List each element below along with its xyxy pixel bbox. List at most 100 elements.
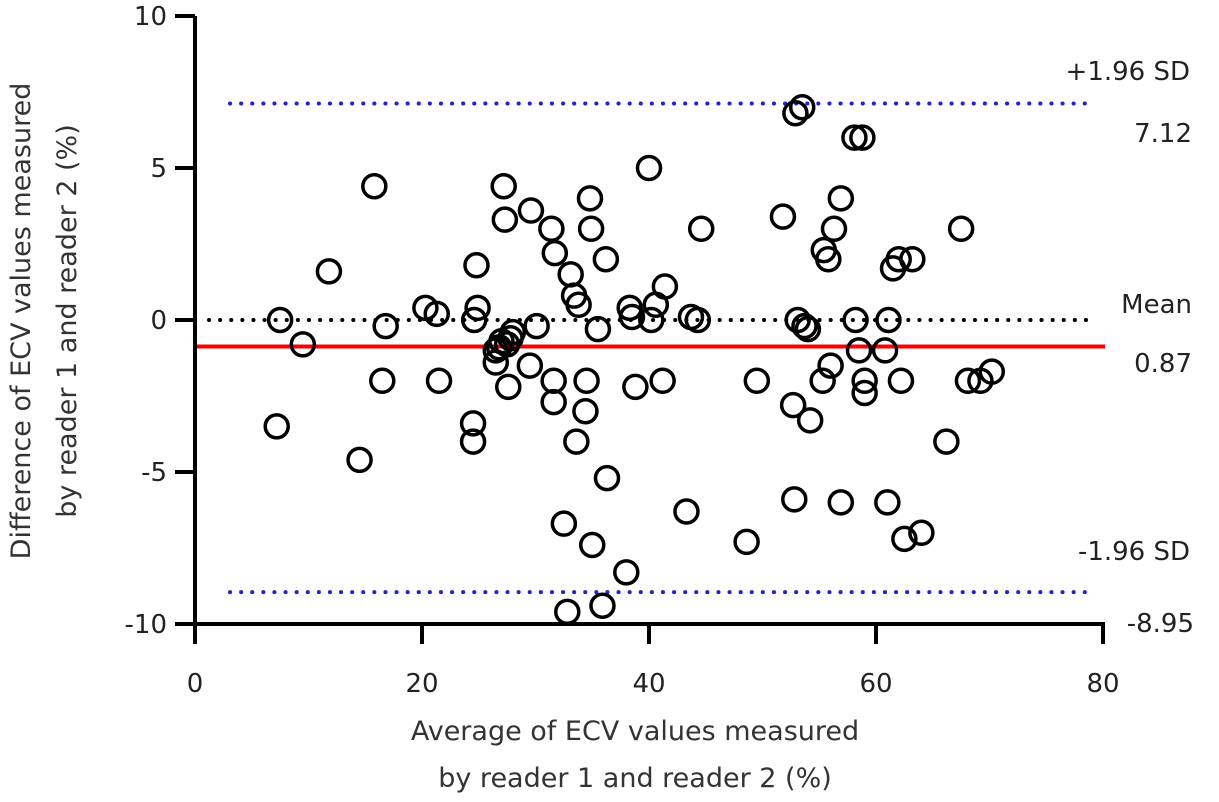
data-point (572, 397, 599, 425)
data-point (425, 367, 453, 395)
data-point (788, 93, 816, 121)
data-point (459, 410, 487, 437)
data-point (577, 215, 605, 243)
data-point (815, 245, 842, 273)
data-point (459, 428, 487, 455)
y-axis-title-line-1: Difference of ECV values measured (6, 83, 37, 560)
data-point (978, 358, 1006, 385)
data-point (794, 315, 822, 343)
data-point (845, 337, 873, 364)
data-point (820, 215, 848, 243)
data-point (796, 407, 824, 434)
data-point (369, 367, 396, 395)
data-point (554, 598, 581, 626)
x-tick-label: 20 (405, 669, 438, 699)
data-point (684, 306, 712, 334)
upper-limit-label: +1.96 SD (1066, 57, 1190, 87)
y-axis-title-line-2: by reader 1 and reader 2 (%) (52, 124, 83, 518)
data-point (289, 331, 317, 358)
x-tick-label: 60 (859, 669, 892, 699)
data-point (538, 215, 565, 243)
axis-ticks: -10 -5 0 5 10 0 20 40 60 80 (125, 2, 1120, 699)
lower-limit-label: -1.96 SD (1078, 537, 1190, 567)
data-point (266, 306, 294, 334)
data-point (875, 306, 902, 334)
data-point (346, 446, 373, 474)
data-point (491, 206, 519, 233)
data-point (733, 528, 760, 556)
data-point (540, 388, 567, 416)
y-tick-label: 0 (150, 306, 167, 336)
data-point (874, 489, 901, 516)
data-point (891, 525, 918, 553)
data-point (781, 486, 808, 513)
data-point (851, 379, 878, 407)
data-point (593, 464, 621, 492)
upper-limit-value: 7.12 (1134, 119, 1192, 149)
data-point (851, 367, 878, 395)
data-point (782, 100, 809, 127)
data-point (809, 367, 836, 395)
data-point (592, 245, 620, 273)
y-tick-label: -10 (125, 610, 167, 640)
data-point (423, 300, 451, 328)
data-point (584, 315, 612, 343)
reference-lines (197, 101, 1105, 595)
data-point (613, 559, 640, 586)
data-point (490, 172, 517, 200)
data-point (263, 413, 290, 440)
data-point (499, 318, 527, 346)
data-point (651, 273, 679, 300)
data-point (827, 185, 855, 212)
x-tick-label: 80 (1086, 669, 1119, 699)
data-point (523, 312, 550, 340)
mean-label: Mean (1121, 290, 1192, 320)
data-point (361, 172, 388, 200)
data-point (885, 245, 912, 273)
data-point (516, 352, 544, 379)
data-point (576, 185, 604, 212)
data-point (618, 303, 646, 331)
data-point (517, 197, 545, 224)
data-point (899, 245, 926, 273)
data-point (315, 258, 343, 285)
data-point (842, 306, 869, 334)
data-point (589, 592, 616, 620)
data-points (263, 93, 1006, 626)
data-point (550, 510, 578, 537)
data-point (791, 312, 818, 340)
data-point (849, 124, 876, 151)
data-point (779, 391, 807, 419)
data-point (743, 367, 771, 395)
lower-limit-value: -8.95 (1127, 609, 1194, 639)
data-point (687, 215, 715, 243)
data-point (563, 428, 590, 455)
data-point (954, 367, 982, 395)
mean-value: 0.87 (1134, 349, 1192, 379)
data-point (541, 239, 569, 267)
data-point (557, 261, 584, 288)
data-point (947, 215, 975, 243)
data-point (933, 428, 960, 455)
x-tick-label: 0 (187, 669, 204, 699)
data-point (638, 306, 665, 334)
data-point (464, 294, 491, 322)
data-point (827, 489, 855, 516)
data-point (817, 352, 844, 379)
data-point (372, 312, 399, 340)
data-point (871, 337, 899, 364)
y-tick-label: 5 (150, 154, 167, 184)
data-point (573, 367, 600, 395)
data-point (908, 519, 935, 547)
data-point (673, 498, 700, 525)
data-point (635, 154, 663, 182)
data-point (841, 124, 868, 151)
x-tick-label: 40 (632, 669, 665, 699)
data-point (887, 367, 915, 395)
data-point (579, 531, 606, 559)
data-point (463, 252, 490, 279)
y-tick-label: -5 (141, 458, 167, 488)
x-axis-title-line-2: by reader 1 and reader 2 (%) (438, 763, 832, 794)
data-point (495, 373, 522, 401)
